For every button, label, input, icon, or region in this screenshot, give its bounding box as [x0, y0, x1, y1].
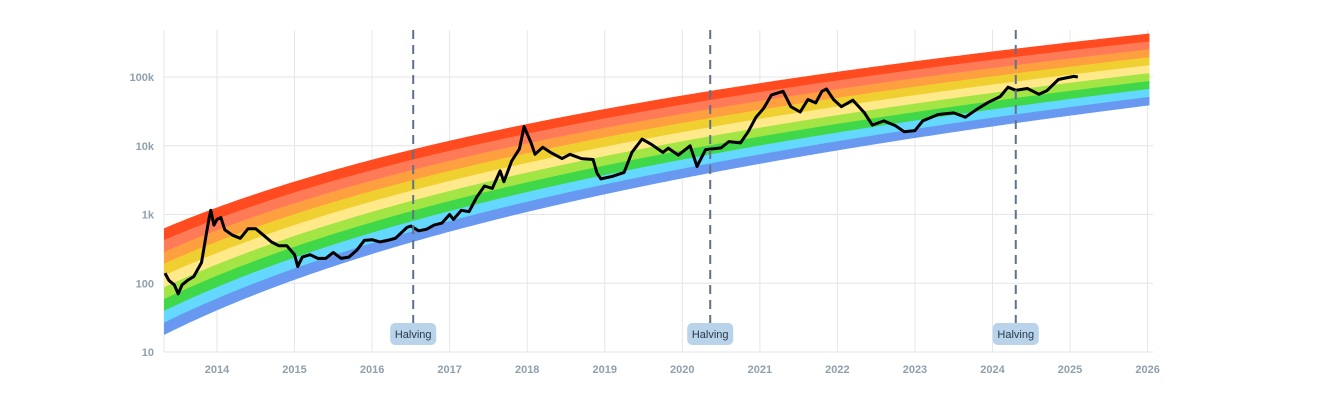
price-line	[163, 74, 1079, 296]
halving-label: Halving	[997, 329, 1034, 341]
rainbow-band	[164, 96, 1150, 336]
y-axis: 10 100 1k 10k 100k	[130, 72, 155, 359]
x-tick-label: 2020	[670, 364, 694, 376]
y-tick-label: 1k	[142, 210, 155, 222]
x-tick-label: 2026	[1135, 364, 1159, 376]
halving-label: Halving	[692, 329, 729, 341]
rainbow-bands	[164, 33, 1150, 336]
x-tick-label: 2017	[437, 364, 461, 376]
x-tick-label: 2025	[1058, 364, 1082, 376]
halving-label: Halving	[395, 329, 432, 341]
x-tick-label: 2016	[360, 364, 384, 376]
y-tick-label: 10k	[136, 141, 155, 153]
halving-label-box	[687, 323, 734, 345]
x-tick-label: 2024	[980, 364, 1005, 376]
x-tick-label: 2018	[515, 364, 539, 376]
halving-label-box	[390, 323, 437, 345]
y-tick-label: 10	[142, 347, 154, 359]
x-tick-label: 2015	[282, 364, 306, 376]
x-tick-label: 2021	[748, 364, 772, 376]
y-tick-label: 100	[136, 278, 154, 290]
halving-markers: Halving Halving Halving	[390, 30, 1039, 345]
x-tick-label: 2022	[825, 364, 849, 376]
x-tick-label: 2014	[205, 364, 230, 376]
y-tick-label: 100k	[130, 72, 155, 84]
x-tick-label: 2023	[903, 364, 927, 376]
x-tick-label: 2019	[593, 364, 617, 376]
x-axis: 2014 2015 2016 2017 2018 2019 2020 2021 2022 2023…	[205, 364, 1160, 376]
halving-label-box	[992, 323, 1039, 345]
price-series	[163, 74, 1079, 296]
